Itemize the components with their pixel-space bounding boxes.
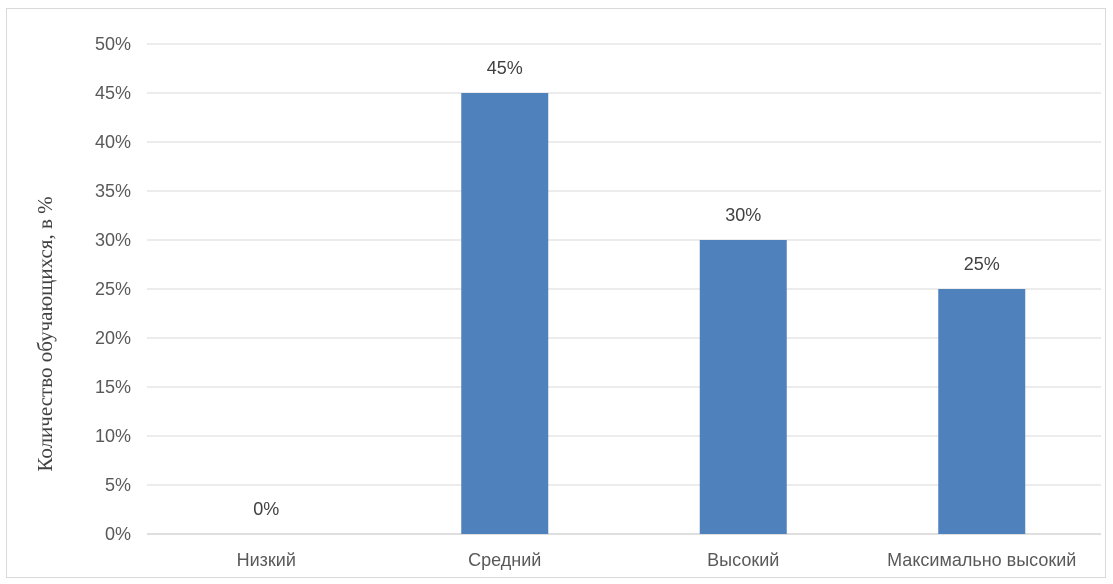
chart-frame: 0% 5% 10% 15% 20% 25% 30% 35% 40% 45% 50% Низкий Ср… — [6, 8, 1106, 578]
x-axis-ticks: Низкий Средний Высокий Максимально высокий — [237, 550, 1077, 570]
x-tick-label: Средний — [468, 550, 541, 570]
y-tick-label: 20% — [95, 328, 131, 348]
y-tick-label: 25% — [95, 279, 131, 299]
y-tick-label: 45% — [95, 83, 131, 103]
bar-chart: 0% 5% 10% 15% 20% 25% 30% 35% 40% 45% 50% Низкий Ср… — [33, 34, 1101, 570]
y-axis-ticks: 0% 5% 10% 15% 20% 25% 30% 35% 40% 45% 50% — [95, 34, 131, 544]
y-tick-label: 30% — [95, 230, 131, 250]
y-tick-label: 0% — [105, 524, 131, 544]
x-tick-label: Высокий — [707, 550, 779, 570]
bars-layer — [461, 93, 1026, 534]
data-labels: 0% 45% 30% 25% — [253, 58, 1000, 519]
y-tick-label: 5% — [105, 475, 131, 495]
y-tick-label: 40% — [95, 132, 131, 152]
y-tick-label: 50% — [95, 34, 131, 54]
bar — [699, 240, 787, 534]
y-tick-label: 15% — [95, 377, 131, 397]
bar — [461, 93, 549, 534]
bar — [938, 289, 1026, 534]
y-tick-label: 35% — [95, 181, 131, 201]
data-label: 45% — [487, 58, 523, 78]
y-axis-title: Количество обучающихся, в % — [33, 196, 57, 471]
data-label: 25% — [964, 254, 1000, 274]
y-tick-label: 10% — [95, 426, 131, 446]
grid-layer — [147, 43, 1101, 535]
x-tick-label: Максимально высокий — [887, 550, 1076, 570]
data-label: 30% — [725, 205, 761, 225]
data-label: 0% — [253, 499, 279, 519]
x-tick-label: Низкий — [237, 550, 296, 570]
